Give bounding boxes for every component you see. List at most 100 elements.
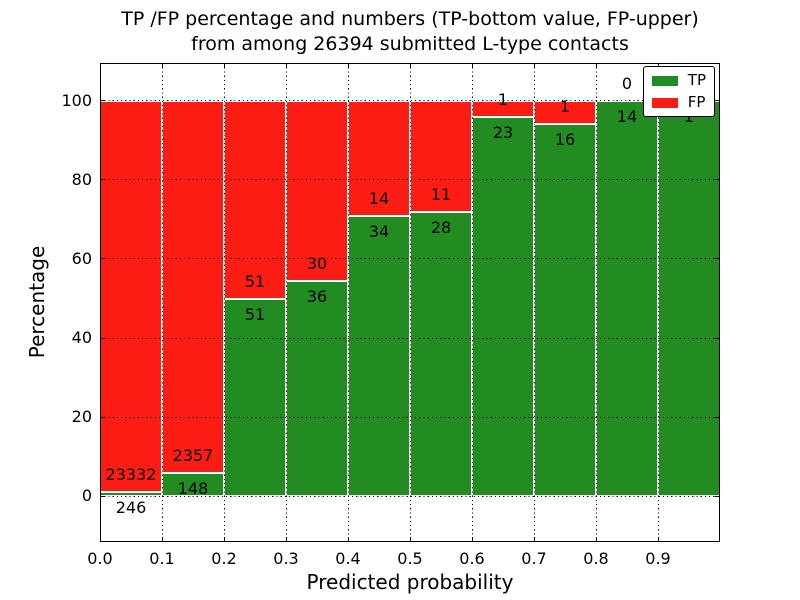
y-tick-mark xyxy=(100,258,105,260)
x-tick-mark xyxy=(285,63,287,68)
x-tick-mark xyxy=(657,63,659,68)
gridline-vertical xyxy=(595,63,597,542)
legend: TP FP xyxy=(642,66,715,117)
x-tick-mark xyxy=(471,537,473,542)
tp-count-label: 34 xyxy=(368,222,390,242)
x-tick-mark xyxy=(161,63,163,68)
x-tick-label: 0.4 xyxy=(335,549,361,568)
y-tick-mark xyxy=(715,100,720,102)
bar-segment-tp xyxy=(472,117,534,497)
y-tick-mark xyxy=(715,495,720,497)
x-tick-mark xyxy=(347,537,349,542)
fp-count-label: 2357 xyxy=(172,446,214,466)
legend-label-tp: TP xyxy=(687,71,706,89)
fp-color-swatch xyxy=(651,97,678,108)
y-tick-mark xyxy=(715,416,720,418)
legend-label-fp: FP xyxy=(687,93,706,111)
gridline-vertical xyxy=(657,63,659,542)
x-tick-mark xyxy=(223,537,225,542)
gridline-vertical xyxy=(533,63,535,542)
y-tick-mark xyxy=(100,416,105,418)
x-axis-title: Predicted probability xyxy=(306,570,514,594)
fp-count-label: 1 xyxy=(497,90,509,110)
gridline-vertical xyxy=(285,63,287,542)
tp-color-swatch xyxy=(651,75,678,86)
x-tick-label: 0.7 xyxy=(521,549,547,568)
bar-segment-fp xyxy=(162,100,224,474)
x-tick-label: 0.5 xyxy=(397,549,423,568)
bar-segment-tp xyxy=(286,280,348,497)
gridline-vertical xyxy=(347,63,349,542)
x-tick-mark xyxy=(595,537,597,542)
fp-count-label: 30 xyxy=(306,253,328,273)
fp-count-label: 0 xyxy=(621,73,633,93)
gridline-horizontal xyxy=(100,416,720,418)
x-tick-mark xyxy=(409,63,411,68)
y-tick-label: 60 xyxy=(71,249,92,269)
gridline-vertical xyxy=(223,63,225,542)
tp-count-label: 148 xyxy=(177,479,209,499)
y-tick-label: 80 xyxy=(71,169,92,189)
bar-segment-fp xyxy=(410,100,472,213)
bar-segment-fp xyxy=(224,100,286,299)
legend-item-fp: FP xyxy=(651,93,706,111)
gridline-horizontal xyxy=(100,179,720,181)
fp-count-label: 51 xyxy=(244,271,266,291)
tp-count-label: 23 xyxy=(492,123,514,143)
chart-title-line2: from among 26394 submitted L-type contac… xyxy=(191,33,629,55)
y-axis-title: Percentage xyxy=(25,245,49,359)
tp-count-label: 246 xyxy=(115,498,147,518)
gridline-horizontal xyxy=(100,258,720,260)
bar-segment-tp xyxy=(596,100,658,497)
x-tick-mark xyxy=(533,63,535,68)
bar-segment-fp xyxy=(100,100,162,493)
legend-item-tp: TP xyxy=(651,71,706,89)
gridline-vertical xyxy=(471,63,473,542)
gridline-horizontal xyxy=(100,100,720,102)
x-tick-label: 0.3 xyxy=(273,549,299,568)
gridline-vertical xyxy=(161,63,163,542)
bar-segment-tp xyxy=(224,298,286,497)
y-tick-mark xyxy=(100,337,105,339)
gridline-horizontal xyxy=(100,495,720,497)
y-tick-label: 40 xyxy=(71,328,92,348)
y-tick-mark xyxy=(100,179,105,181)
tp-count-label: 16 xyxy=(554,129,576,149)
x-tick-label: 0.1 xyxy=(149,549,175,568)
x-tick-mark xyxy=(223,63,225,68)
x-tick-mark xyxy=(347,63,349,68)
x-tick-label: 0.0 xyxy=(87,549,113,568)
tp-count-label: 28 xyxy=(430,218,452,238)
x-tick-mark xyxy=(657,537,659,542)
x-tick-mark xyxy=(409,537,411,542)
plot-area: TP FP 23332 246 2357 148 51 51 30 36 14 34 11 28 1 23… xyxy=(100,63,720,542)
bar-segment-tp xyxy=(348,216,410,497)
bar-segment-tp xyxy=(658,100,720,497)
tp-count-label: 14 xyxy=(616,106,638,126)
y-tick-label: 20 xyxy=(71,407,92,427)
y-tick-mark xyxy=(715,337,720,339)
fp-count-label: 23332 xyxy=(105,465,157,485)
gridline-vertical xyxy=(409,63,411,542)
fp-count-label: 14 xyxy=(368,189,390,209)
gridline-horizontal xyxy=(100,337,720,339)
fp-count-label: 1 xyxy=(559,97,571,117)
y-tick-label: 100 xyxy=(61,90,92,110)
tp-count-label: 36 xyxy=(306,286,328,306)
x-tick-mark xyxy=(595,63,597,68)
x-tick-mark xyxy=(285,537,287,542)
x-tick-mark xyxy=(161,537,163,542)
chart-title: TP /FP percentage and numbers (TP-bottom… xyxy=(100,7,720,57)
fp-count-label: 11 xyxy=(430,185,452,205)
y-tick-mark xyxy=(715,258,720,260)
x-tick-label: 0.9 xyxy=(645,549,671,568)
x-tick-label: 0.6 xyxy=(459,549,485,568)
bar-segment-tp xyxy=(534,123,596,497)
y-tick-label: 0 xyxy=(81,486,92,506)
bar-segment-tp xyxy=(410,212,472,497)
y-tick-mark xyxy=(100,100,105,102)
x-tick-label: 0.8 xyxy=(583,549,609,568)
x-tick-mark xyxy=(471,63,473,68)
x-tick-mark xyxy=(533,537,535,542)
